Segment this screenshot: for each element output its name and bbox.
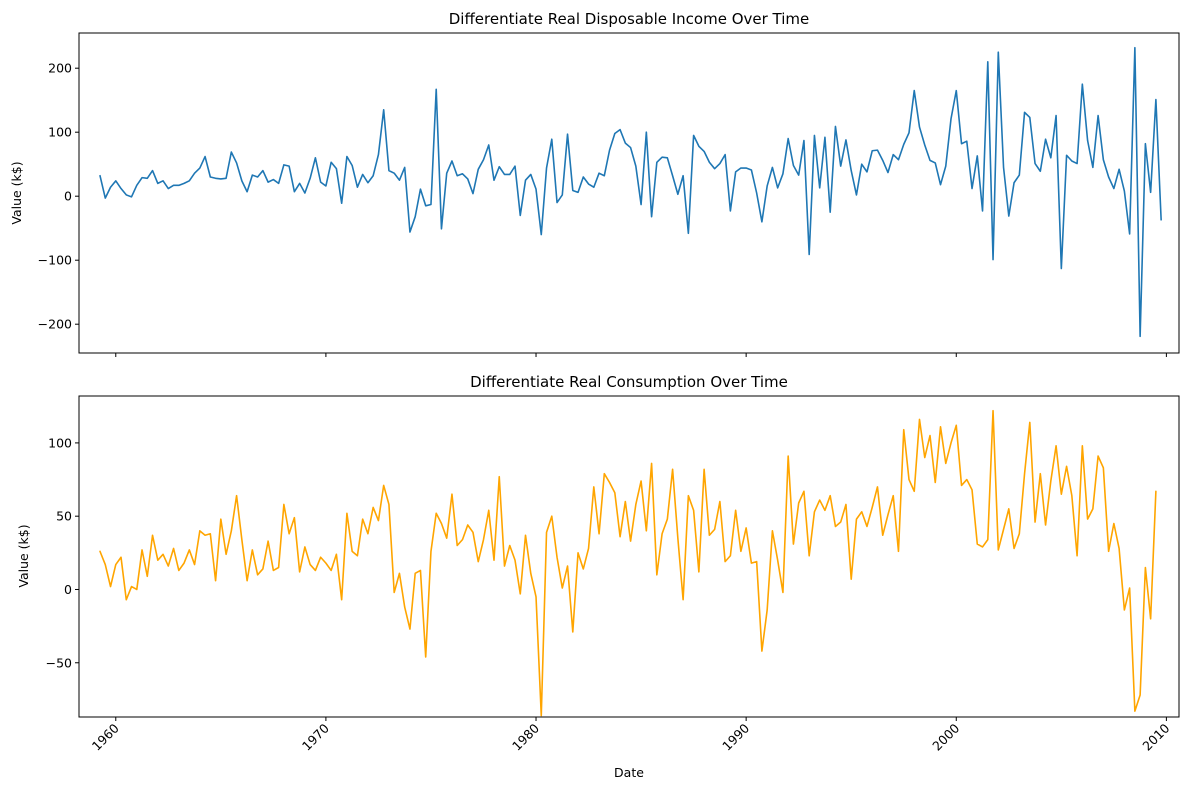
- chart-income: Differentiate Real Disposable Income Ove…: [9, 10, 1180, 357]
- y-ticks: −200 −100 0 100 200: [38, 61, 79, 332]
- plot-frame: [78, 32, 1180, 354]
- y-axis-label: Value (k$): [9, 161, 24, 224]
- series-line: [99, 46, 1162, 338]
- x-tick-label: 1980: [509, 720, 542, 753]
- y-tick-label: −200: [38, 317, 72, 332]
- y-ticks: −50 0 50 100: [46, 435, 79, 670]
- chart-title: Differentiate Real Consumption Over Time: [470, 373, 788, 391]
- plot-frame: [78, 395, 1180, 718]
- x-ticks: 1960 1970 1980 1990 2000 2010: [89, 717, 1173, 754]
- x-tick-label: 1990: [719, 720, 752, 753]
- x-ticks: [115, 353, 1167, 357]
- chart-title: Differentiate Real Disposable Income Ove…: [449, 10, 810, 28]
- x-tick-label: 1960: [89, 720, 122, 753]
- series-layer: [99, 409, 1157, 717]
- x-tick-label: 2010: [1139, 720, 1172, 753]
- y-axis-label: Value (k$): [16, 524, 31, 587]
- y-tick-label: 0: [64, 189, 72, 204]
- y-tick-label: 100: [48, 435, 72, 450]
- x-tick-label: 1970: [299, 720, 332, 753]
- series-layer: [99, 46, 1162, 338]
- y-tick-label: 50: [56, 509, 72, 524]
- y-tick-label: −100: [38, 253, 72, 268]
- y-tick-label: −50: [46, 655, 72, 670]
- chart-consumption: Differentiate Real Consumption Over Time…: [16, 373, 1180, 780]
- x-axis-label: Date: [614, 765, 644, 780]
- y-tick-label: 100: [48, 125, 72, 140]
- x-tick-label: 2000: [929, 720, 962, 753]
- y-tick-label: 200: [48, 61, 72, 76]
- y-tick-label: 0: [64, 582, 72, 597]
- series-line: [99, 409, 1157, 717]
